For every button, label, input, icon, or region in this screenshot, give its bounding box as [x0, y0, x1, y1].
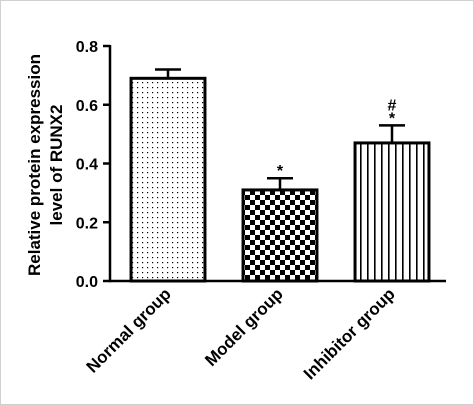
- x-tick-label: Model group: [201, 284, 287, 370]
- y-axis-label: level of RUNX2: [47, 105, 66, 226]
- x-tick-label: Inhibitor group: [300, 284, 399, 383]
- x-tick-label: Normal group: [83, 284, 175, 376]
- y-tick-label: 0.2: [76, 215, 98, 232]
- error-bar: [155, 68, 181, 79]
- y-tick-label: 0.0: [76, 274, 98, 291]
- annotation: *: [389, 110, 396, 127]
- bar: [241, 188, 319, 283]
- y-axis-label: Relative protein expression: [25, 54, 44, 276]
- error-bar: [379, 124, 405, 143]
- bar: [353, 141, 431, 283]
- bar: [129, 76, 207, 283]
- y-tick-label: 0.8: [76, 39, 98, 56]
- y-tick-label: 0.4: [76, 157, 98, 174]
- annotation: *: [277, 163, 284, 180]
- y-tick-label: 0.6: [76, 98, 98, 115]
- error-bar: [267, 176, 293, 190]
- annotation: #: [388, 97, 397, 114]
